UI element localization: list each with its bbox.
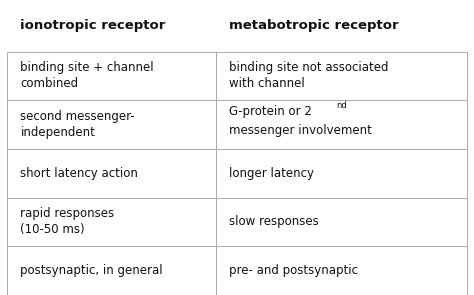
Text: G-protein or 2: G-protein or 2 (229, 105, 312, 118)
Text: short latency action: short latency action (20, 167, 138, 180)
Text: messenger involvement: messenger involvement (229, 124, 372, 137)
Text: binding site + channel
combined: binding site + channel combined (20, 61, 154, 91)
Text: postsynaptic, in general: postsynaptic, in general (20, 264, 163, 277)
Text: longer latency: longer latency (229, 167, 314, 180)
Text: nd: nd (336, 101, 346, 110)
Bar (7, 52, 467, 295)
Text: ionotropic receptor: ionotropic receptor (20, 19, 166, 32)
Text: rapid responses
(10-50 ms): rapid responses (10-50 ms) (20, 207, 115, 237)
Text: metabotropic receptor: metabotropic receptor (229, 19, 399, 32)
Text: second messenger-
independent: second messenger- independent (20, 110, 135, 139)
Text: pre- and postsynaptic: pre- and postsynaptic (229, 264, 358, 277)
Text: binding site not associated
with channel: binding site not associated with channel (229, 61, 388, 91)
Text: slow responses: slow responses (229, 215, 319, 229)
